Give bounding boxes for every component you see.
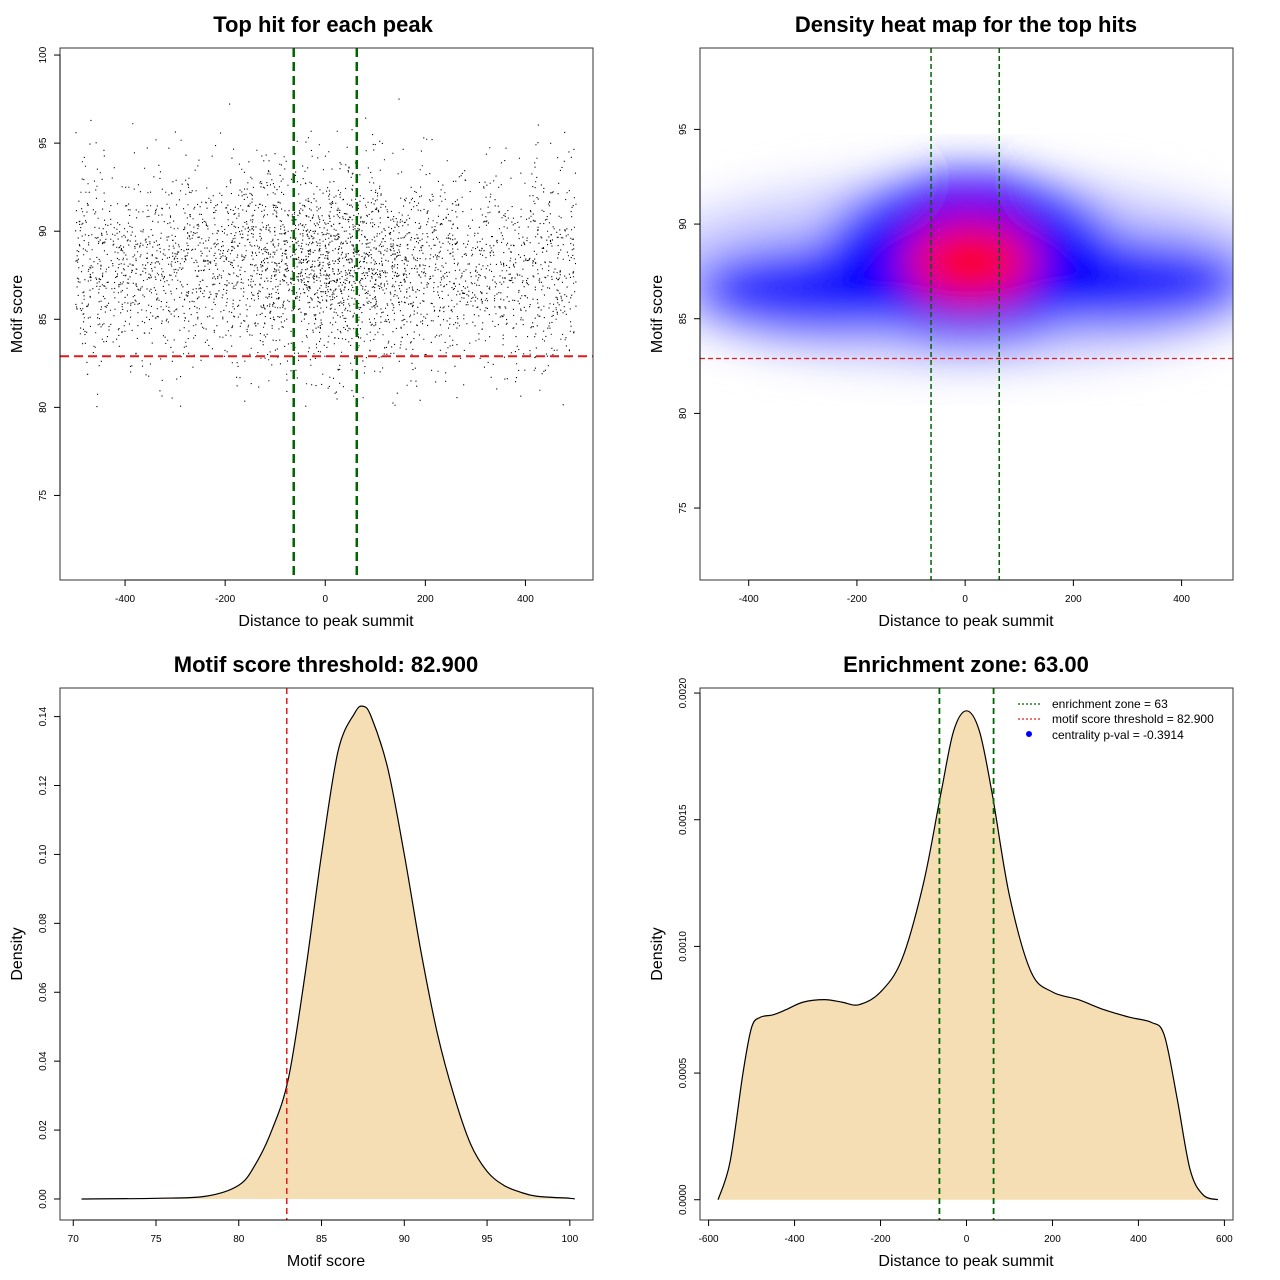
panel-heatmap-title: Density heat map for the top hits xyxy=(795,12,1137,37)
panel-score-density-ylabel: Density xyxy=(9,927,26,980)
heatmap-x-tick-label-4: 400 xyxy=(1173,594,1190,605)
scatter-x-tick-label-2: 0 xyxy=(322,594,328,605)
scatter-y-tick-label-1: 80 xyxy=(38,401,49,413)
score-density-x-tick-label-6: 100 xyxy=(561,1234,578,1245)
heatmap-x-tick-label-0: -400 xyxy=(739,594,759,605)
scatter-x-tick-label-4: 400 xyxy=(517,594,534,605)
scatter-y-tick-label-3: 90 xyxy=(38,225,49,237)
panel-scatter-frame xyxy=(59,47,594,581)
distance-density-y-tick-label-4: 0.0020 xyxy=(678,677,689,708)
distance-density-x-tick-label-2: -200 xyxy=(871,1234,891,1245)
panel-scatter-reference-lines xyxy=(60,48,593,580)
legend: enrichment zone = 63 motif score thresho… xyxy=(1018,697,1214,742)
distance-density-y-tick-label-0: 0.0000 xyxy=(678,1184,689,1215)
distance-density-x-tick-label-4: 200 xyxy=(1044,1234,1061,1245)
panel-scatter-xlabel: Distance to peak summit xyxy=(238,613,414,630)
panel-score-density: Motif score threshold: 82.900 70 75 80 85 90… xyxy=(9,652,594,1270)
panel-score-density-xlabel: Motif score xyxy=(287,1253,365,1270)
score-density-x-tick-label-4: 90 xyxy=(399,1234,411,1245)
heatmap-y-tick-label-0: 75 xyxy=(678,502,689,514)
distance-density-x-tick-label-5: 400 xyxy=(1130,1234,1147,1245)
heatmap-x-tick-label-3: 200 xyxy=(1065,594,1082,605)
score-density-y-tick-label-6: 0.12 xyxy=(38,775,49,795)
distance-density-y-tick-label-2: 0.0010 xyxy=(678,931,689,962)
heatmap-y-tick-label-2: 85 xyxy=(678,313,689,325)
scatter-y-tick-label-4: 95 xyxy=(38,137,49,149)
distance-density-x-tick-label-0: -600 xyxy=(699,1234,719,1245)
score-density-x-tick-label-1: 75 xyxy=(150,1234,162,1245)
heatmap-y-tick-label-4: 95 xyxy=(678,123,689,135)
heatmap-y-tick-label-1: 80 xyxy=(678,407,689,419)
distance-density-curve xyxy=(717,710,1219,1201)
panel-distance-density-reference-lines xyxy=(938,688,995,1220)
score-density-y-tick-label-4: 0.08 xyxy=(38,913,49,933)
panel-score-density-title: Motif score threshold: 82.900 xyxy=(174,652,478,677)
score-density-y-tick-label-7: 0.14 xyxy=(38,706,49,726)
panel-heatmap-xlabel: Distance to peak summit xyxy=(878,613,1054,630)
panel-heatmap-reference-lines xyxy=(700,48,1233,580)
panel-scatter-title: Top hit for each peak xyxy=(213,12,433,37)
heatmap-y-tick-label-3: 90 xyxy=(678,218,689,230)
panel-scatter-axes: -400 -200 0 200 400 75 80 85 90 95 100 xyxy=(38,46,534,605)
score-density-y-tick-label-2: 0.04 xyxy=(38,1051,49,1071)
scatter-point-cloud xyxy=(75,98,577,408)
heatmap-density-layers xyxy=(700,173,1233,367)
scatter-y-tick-label-0: 75 xyxy=(38,489,49,501)
scatter-x-tick-label-3: 200 xyxy=(417,594,434,605)
score-density-y-tick-label-3: 0.06 xyxy=(38,982,49,1002)
heatmap-x-tick-label-2: 0 xyxy=(962,594,968,605)
scatter-x-tick-label-0: -400 xyxy=(115,594,135,605)
panel-distance-density-ylabel: Density xyxy=(649,927,666,980)
score-density-x-tick-label-3: 85 xyxy=(316,1234,328,1245)
panel-heatmap-axes: -400 -200 0 200 400 75 80 85 90 95 xyxy=(678,123,1190,605)
score-density-x-tick-label-5: 95 xyxy=(481,1234,493,1245)
scatter-y-tick-label-2: 85 xyxy=(38,313,49,325)
panel-distance-density: Enrichment zone: 63.00 -600 -400 -200 0 200 4… xyxy=(649,652,1234,1270)
score-density-y-tick-label-5: 0.10 xyxy=(38,844,49,864)
legend-swatch-pval xyxy=(1026,731,1032,737)
score-density-y-tick-label-1: 0.02 xyxy=(38,1120,49,1140)
panel-score-density-axes: 70 75 80 85 90 95 100 0.00 0.02 0.04 0.06 0.08 0.10 0… xyxy=(38,706,579,1245)
heatmap-x-tick-label-1: -200 xyxy=(847,594,867,605)
score-density-area xyxy=(81,705,576,1200)
panel-heatmap: Density heat map for the top hits -400 -2… xyxy=(649,12,1234,630)
legend-entry-pval: centrality p-val = -0.3914 xyxy=(1052,728,1184,742)
distance-density-area-fill xyxy=(718,710,1218,1200)
distance-density-x-tick-label-6: 600 xyxy=(1216,1234,1233,1245)
heatmap-layer-hotspot xyxy=(905,219,1036,304)
legend-entry-zone: enrichment zone = 63 xyxy=(1052,697,1168,711)
score-density-x-tick-label-0: 70 xyxy=(68,1234,80,1245)
scatter-points xyxy=(75,98,577,408)
distance-density-area xyxy=(717,710,1219,1201)
distance-density-x-tick-label-1: -400 xyxy=(785,1234,805,1245)
score-density-area-fill xyxy=(81,706,575,1199)
panel-heatmap-ylabel: Motif score xyxy=(649,275,666,353)
panel-distance-density-axes: -600 -400 -200 0 200 400 600 0.0000 0.0005 0.0010… xyxy=(678,677,1233,1245)
legend-entry-threshold: motif score threshold = 82.900 xyxy=(1052,712,1214,726)
panel-scatter: Top hit for each peak -400 -200 0 200 400 75 8… xyxy=(9,12,594,630)
distance-density-y-tick-label-1: 0.0005 xyxy=(678,1057,689,1088)
panel-distance-density-xlabel: Distance to peak summit xyxy=(878,1253,1054,1270)
distance-density-x-tick-label-3: 0 xyxy=(964,1234,970,1245)
density-heatmap xyxy=(700,48,1233,580)
scatter-y-tick-label-5: 100 xyxy=(38,46,49,63)
panel-distance-density-title: Enrichment zone: 63.00 xyxy=(843,652,1089,677)
score-density-x-tick-label-2: 80 xyxy=(233,1234,245,1245)
distance-density-y-tick-label-3: 0.0015 xyxy=(678,804,689,835)
panel-scatter-ylabel: Motif score xyxy=(9,275,26,353)
scatter-x-tick-label-1: -200 xyxy=(215,594,235,605)
score-density-y-tick-label-0: 0.00 xyxy=(38,1189,49,1209)
score-density-curve xyxy=(81,705,576,1200)
